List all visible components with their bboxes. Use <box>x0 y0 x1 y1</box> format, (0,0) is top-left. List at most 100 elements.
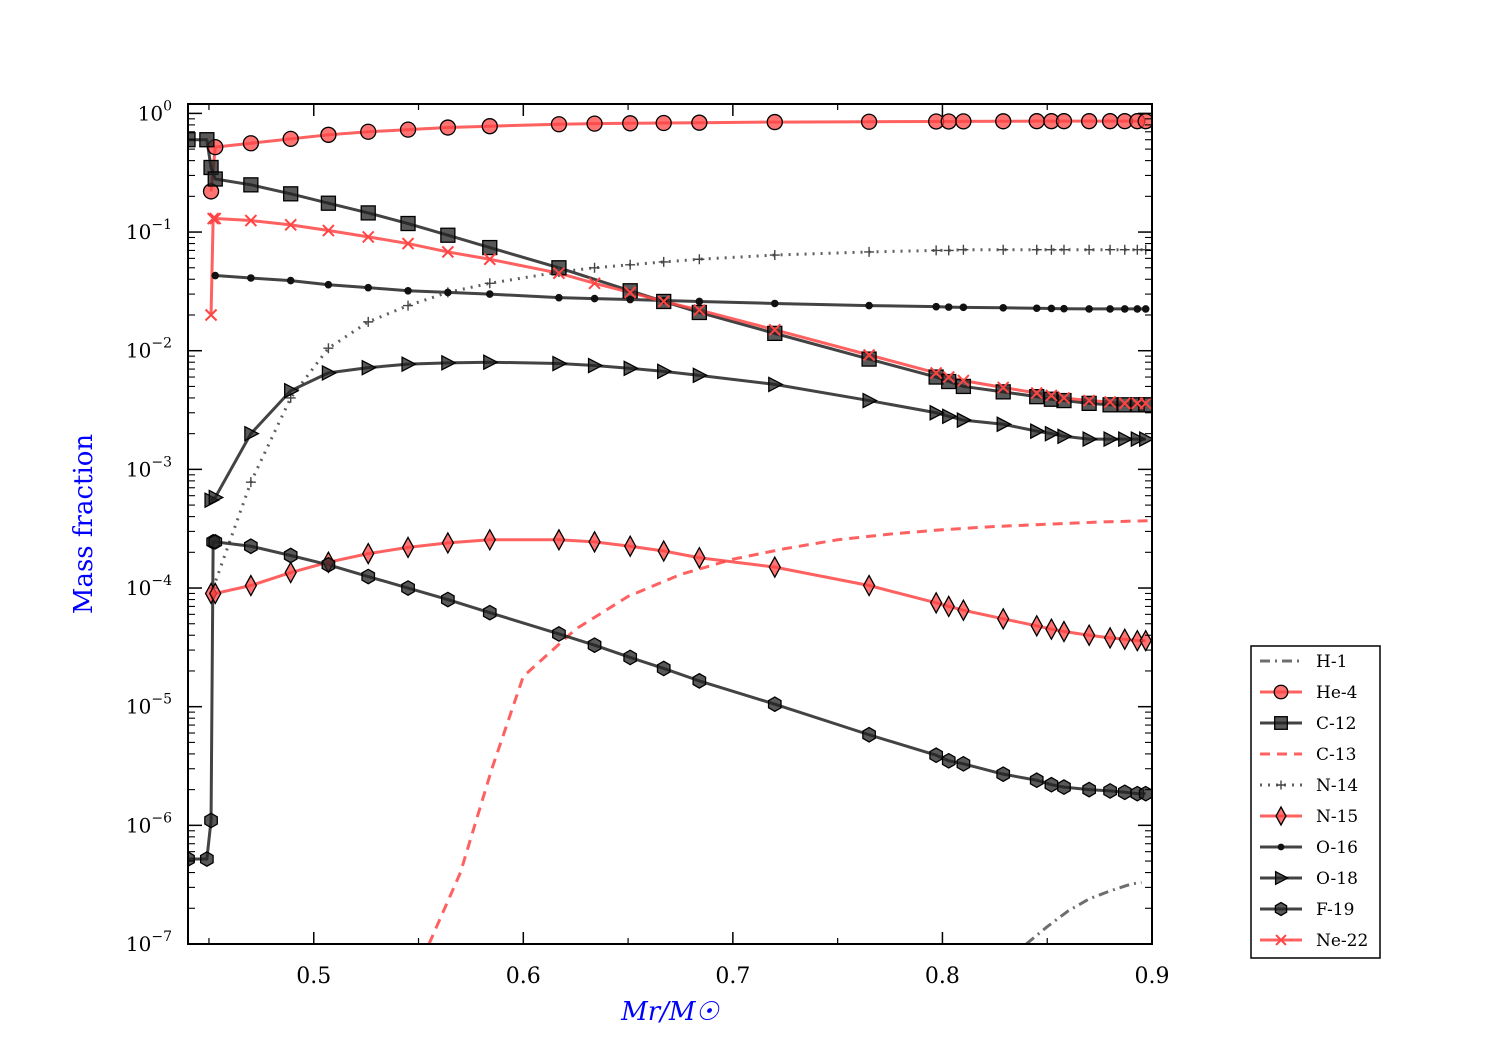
data-point-f-19 <box>929 747 944 764</box>
data-point-o-18 <box>244 425 260 442</box>
y-tick-label: 10−3 <box>126 454 172 481</box>
legend-marker-ne-22 <box>1275 934 1287 946</box>
y-tick-label: 10−7 <box>126 929 172 956</box>
data-point-he-4 <box>766 113 783 131</box>
data-point-ne-22 <box>929 366 943 380</box>
data-point-o-18 <box>1103 431 1119 448</box>
data-point-he-4 <box>955 113 972 130</box>
data-point-n-15 <box>483 528 497 552</box>
data-point-o-18 <box>284 382 300 399</box>
legend-label-c-12: C-12 <box>1316 714 1356 734</box>
data-point-f-19 <box>188 851 195 867</box>
data-point-f-19 <box>656 660 671 677</box>
data-point-n-14 <box>625 259 636 270</box>
data-point-n-14 <box>1105 244 1116 255</box>
data-point-o-18 <box>441 354 457 371</box>
series-markers-ne-22 <box>204 212 1152 410</box>
data-point-o-16 <box>1133 305 1142 313</box>
data-point-ne-22 <box>441 245 455 259</box>
data-point-n-14 <box>245 477 256 488</box>
data-point-c-12 <box>1102 397 1118 413</box>
data-point-f-19 <box>1082 781 1097 798</box>
data-point-n-14 <box>1132 244 1143 255</box>
data-point-o-16 <box>364 283 373 292</box>
x-tick-label: 0.9 <box>1135 964 1170 989</box>
series-markers-o-18 <box>204 354 1152 509</box>
data-point-n-15 <box>284 561 297 584</box>
data-point-ne-22 <box>206 212 220 225</box>
legend-marker-c-12 <box>1274 716 1288 730</box>
data-point-o-18 <box>657 363 673 380</box>
data-point-n-15 <box>1131 629 1144 653</box>
data-point-o-16 <box>324 280 333 289</box>
data-point-o-18 <box>1082 431 1099 448</box>
data-point-f-19 <box>552 626 566 642</box>
data-point-o-16 <box>404 286 412 295</box>
series-markers-f-19 <box>188 533 1152 867</box>
data-point-ne-22 <box>623 286 637 299</box>
data-point-f-19 <box>1117 784 1132 801</box>
data-point-ne-22 <box>284 218 297 232</box>
data-point-ne-22 <box>693 303 706 317</box>
data-point-ne-22 <box>244 214 258 227</box>
data-point-ne-22 <box>1045 389 1058 402</box>
data-point-o-16 <box>211 271 220 280</box>
data-point-ne-22 <box>1030 386 1043 400</box>
legend-label-c-13: C-13 <box>1316 745 1356 765</box>
legend: H-1 He-4 C-12 C-13 N-14 N-15 O-16 O-18 F-19 Ne-22 <box>1250 645 1381 959</box>
data-point-he-4 <box>691 114 708 131</box>
data-point-o-18 <box>208 489 225 506</box>
data-point-o-16 <box>444 288 452 297</box>
data-point-n-14 <box>323 343 334 354</box>
data-point-f-19 <box>941 752 956 769</box>
data-point-c-12 <box>995 384 1011 400</box>
data-point-c-12 <box>199 132 215 148</box>
data-point-n-14 <box>484 278 495 289</box>
data-point-n-14 <box>943 245 954 256</box>
data-point-ne-22 <box>1103 395 1117 409</box>
data-point-n-15 <box>768 555 782 579</box>
data-point-f-19 <box>996 766 1011 783</box>
data-point-o-18 <box>1030 423 1046 440</box>
data-point-f-19 <box>1103 782 1117 799</box>
series-line-ne-22 <box>209 217 1146 405</box>
data-point-c-12 <box>320 195 337 211</box>
data-point-f-19 <box>767 696 782 713</box>
legend-marker-n-15 <box>1275 805 1287 827</box>
y-tick-label: 10−6 <box>126 810 172 837</box>
data-point-c-12 <box>482 239 498 256</box>
data-point-f-19 <box>1057 779 1071 796</box>
series-line-o-18 <box>210 360 1146 502</box>
data-point-ne-22 <box>997 381 1010 394</box>
data-point-o-16 <box>1032 304 1041 313</box>
data-point-f-19 <box>1138 785 1152 802</box>
data-point-n-15 <box>1118 627 1131 651</box>
data-point-n-14 <box>363 316 374 327</box>
data-point-he-4 <box>399 121 417 138</box>
legend-label-n-15: N-15 <box>1316 807 1358 827</box>
data-point-ne-22 <box>588 277 601 290</box>
data-point-c-12 <box>861 351 877 367</box>
data-point-he-4 <box>1101 113 1119 130</box>
series-line-f-19 <box>188 540 1146 861</box>
data-point-n-14 <box>403 300 414 311</box>
data-point-n-14 <box>658 256 669 267</box>
data-point-n-15 <box>623 534 637 558</box>
data-point-ne-22 <box>657 295 670 308</box>
legend-marker-f-19 <box>1274 901 1288 917</box>
data-point-ne-22 <box>862 348 876 362</box>
data-point-c-12 <box>1117 397 1133 413</box>
x-tick-label: 0.8 <box>925 964 960 989</box>
data-point-o-18 <box>401 356 417 373</box>
data-point-f-19 <box>321 556 336 573</box>
y-axis: 10−7 10−6 10−5 10−4 10−3 10−2 10−1 100 <box>126 98 1152 956</box>
data-point-o-16 <box>1085 305 1093 313</box>
series-line-n-15 <box>211 538 1146 643</box>
series-markers-o-16 <box>211 271 1150 313</box>
data-point-o-18 <box>956 412 973 429</box>
legend-marker-n-14 <box>1276 780 1286 790</box>
series-line-c-13 <box>427 519 1152 944</box>
data-point-o-16 <box>555 293 563 302</box>
data-point-ne-22 <box>1057 391 1071 405</box>
data-point-n-14 <box>589 262 600 273</box>
